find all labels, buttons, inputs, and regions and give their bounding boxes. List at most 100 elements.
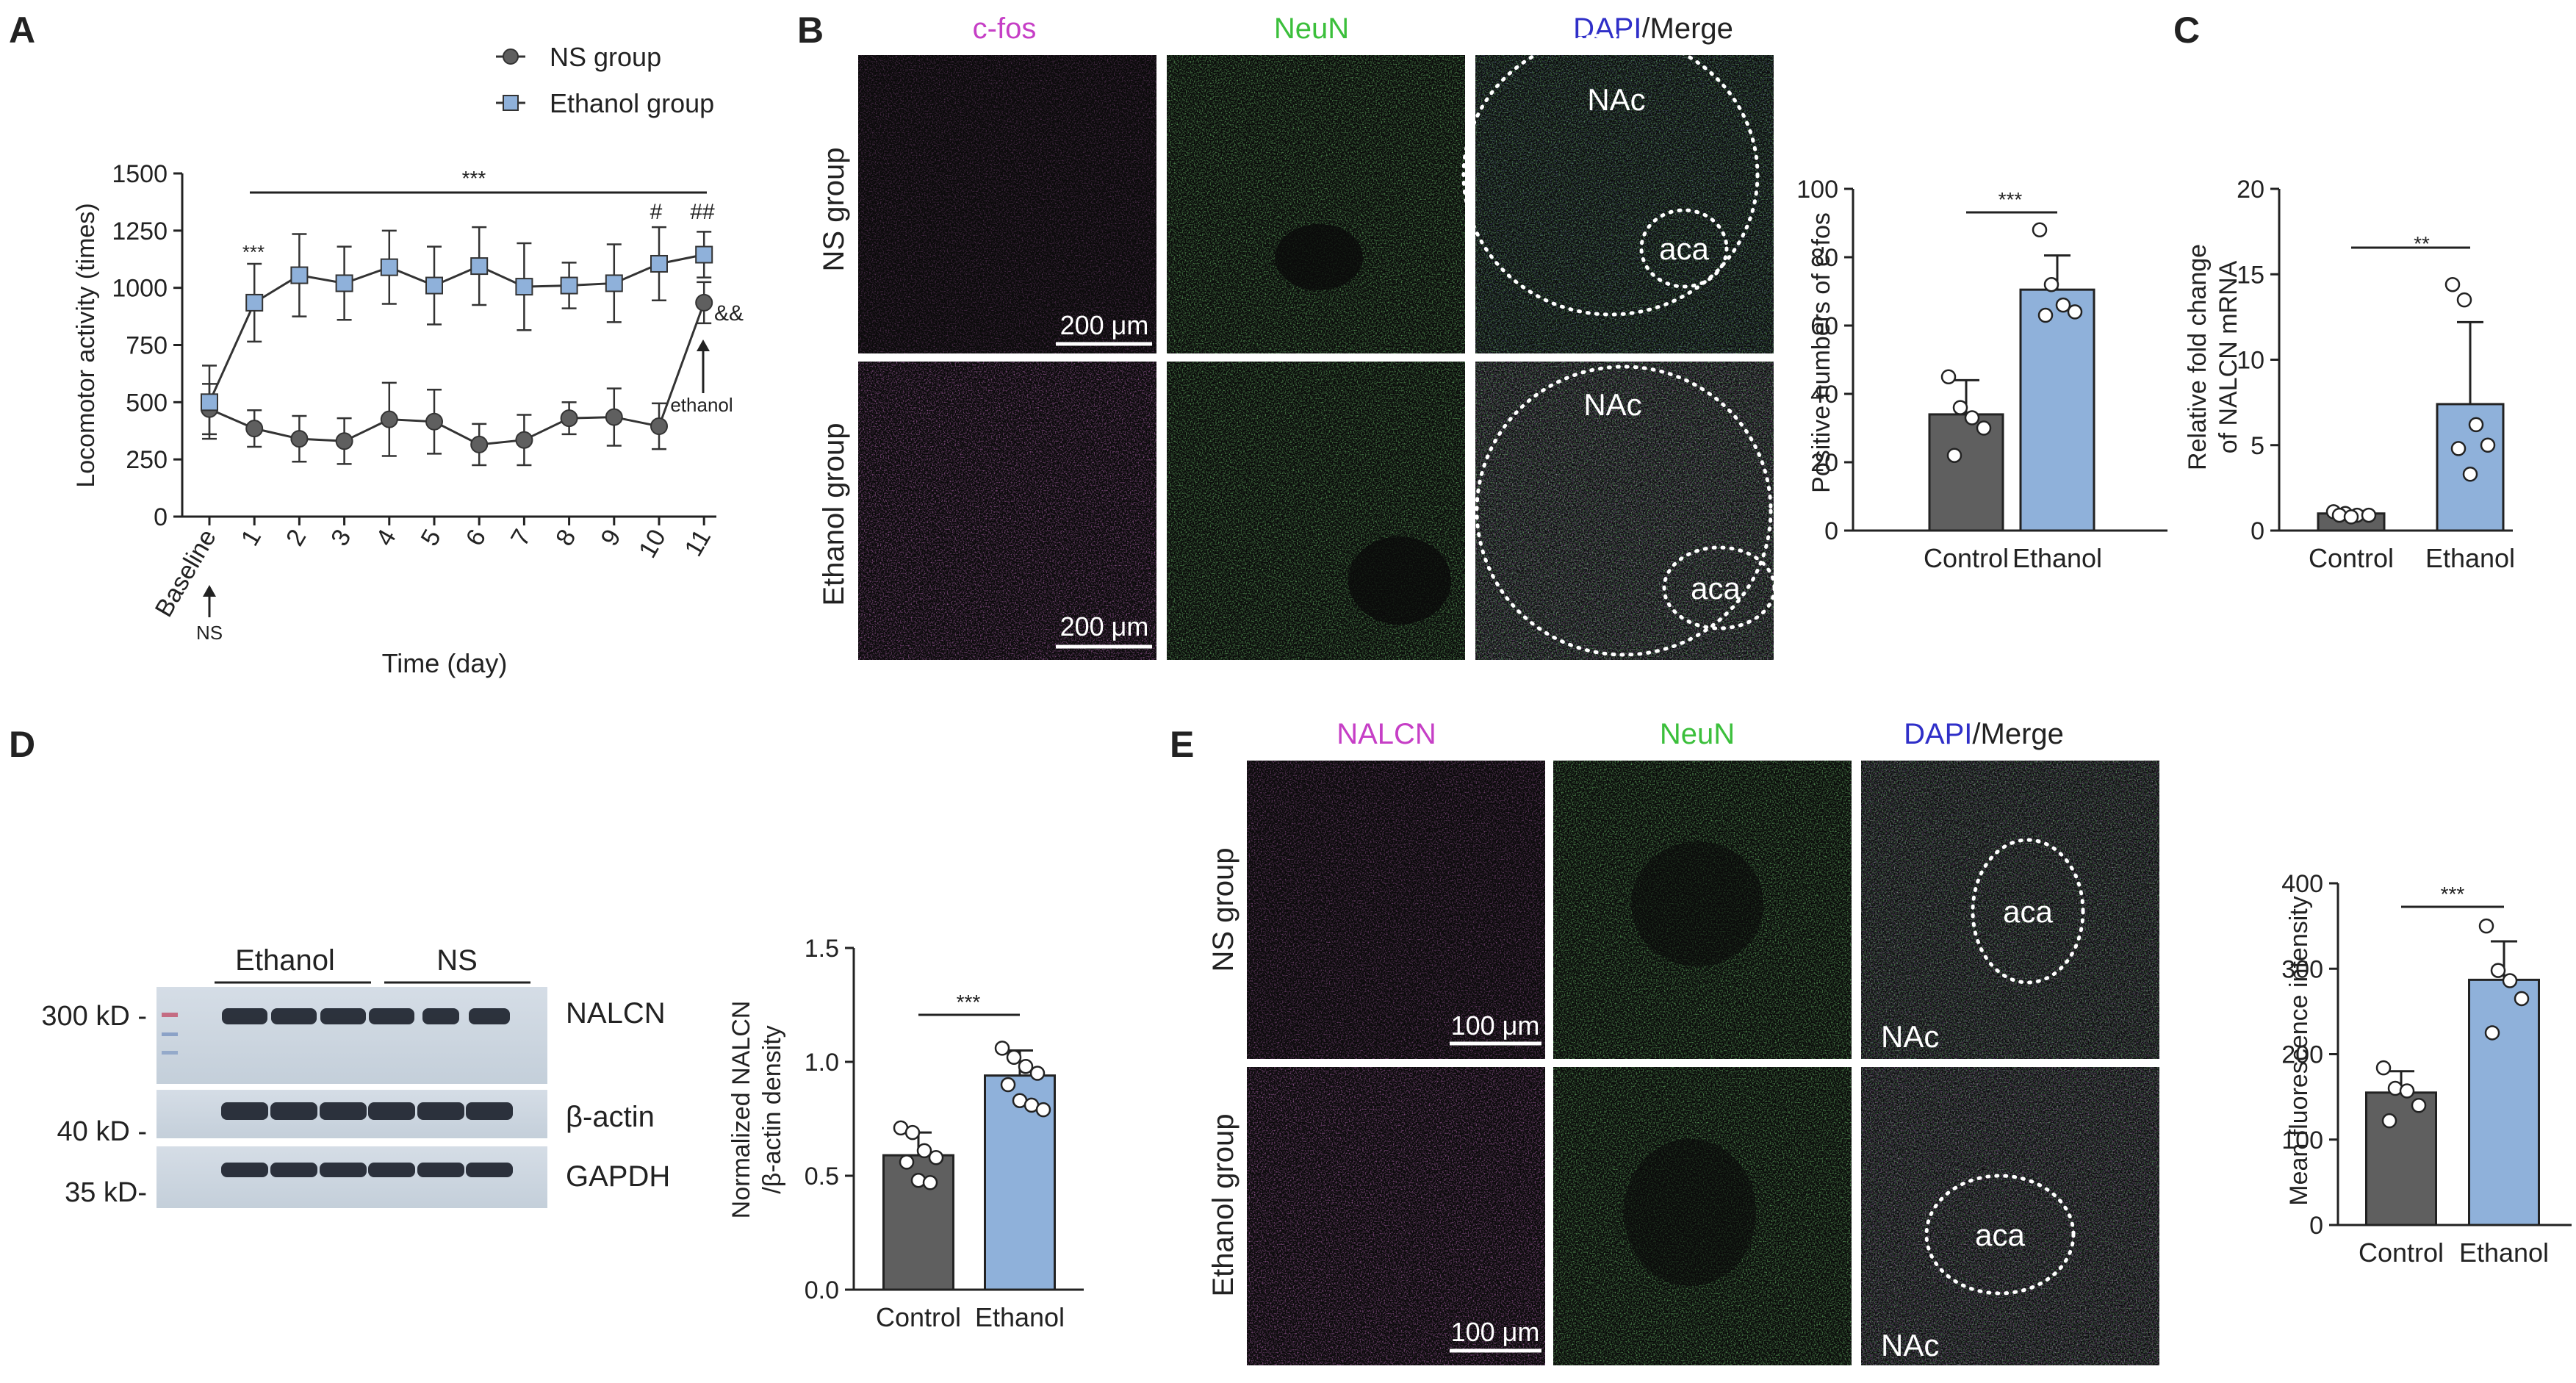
a-point-ethanol	[695, 245, 713, 264]
a-x-tick-label: 2	[281, 525, 312, 550]
arrow-ethanol: ethanol	[670, 340, 733, 416]
b-scale-text-1: 200 μm	[1060, 310, 1149, 340]
b-bar-1	[2019, 288, 2095, 532]
band-actin	[270, 1102, 317, 1120]
a-y-tick-label: 750	[126, 332, 168, 360]
d-group-ns: NS	[436, 944, 478, 977]
b-aca-eth: aca	[1691, 571, 1741, 606]
e-scale-text-1: 100 μm	[1451, 1010, 1540, 1041]
a-y-tick-label: 1000	[112, 275, 168, 303]
a-x-tick-label: 11	[680, 525, 717, 561]
arrow-ns-label: NS	[196, 622, 223, 644]
b-header-dapi: DAPI	[1573, 12, 1641, 45]
e-header-merge-text: /Merge	[1972, 718, 2064, 750]
e-sig: ***	[2441, 883, 2465, 905]
a-point-ns	[605, 408, 623, 426]
b-scale-text-2: 200 μm	[1060, 611, 1149, 642]
a-sig-ns11: &&	[714, 301, 744, 326]
band-nalcn	[469, 1008, 510, 1024]
band-actin	[320, 1102, 367, 1120]
a-point-ns	[245, 420, 264, 438]
b-y-tick-label: 20	[1810, 449, 1838, 477]
a-series-line-1	[208, 254, 705, 403]
c-dot	[2468, 417, 2484, 433]
e-dot	[2375, 1060, 2392, 1076]
b-header-cfos: c-fos	[973, 12, 1037, 45]
a-point-ns	[470, 435, 489, 453]
a-x-tick-label: 5	[416, 525, 447, 550]
band-nalcn	[422, 1008, 459, 1024]
a-point-ethanol	[650, 254, 668, 273]
a-xlabel: Time (day)	[382, 648, 508, 678]
e-dot	[2490, 963, 2506, 978]
d-kd-35: 35 kD-	[65, 1177, 147, 1208]
legend: NS group Ethanol group	[496, 42, 714, 118]
d-band-gapdh: GAPDH	[566, 1160, 670, 1193]
b-chart-ylabel: Positive numbers of c-fos	[1807, 212, 1835, 493]
e-y-tick-label: 0	[2309, 1212, 2323, 1240]
a-point-ethanol	[515, 278, 533, 296]
b-bar-0	[1928, 413, 2004, 532]
d-kd-40: 40 kD -	[57, 1116, 147, 1147]
d-y-tick-label: 0.0	[805, 1276, 839, 1304]
e-y-tick-label: 400	[2281, 870, 2323, 898]
b-dot	[1940, 369, 1957, 384]
band-nalcn	[271, 1008, 317, 1024]
e-y-tick-label: 100	[2281, 1127, 2323, 1154]
d-dot	[994, 1041, 1010, 1056]
d-dot	[1029, 1066, 1046, 1081]
a-point-ns	[650, 417, 668, 436]
b-aca-ns: aca	[1659, 231, 1709, 266]
d-sig: ***	[957, 991, 981, 1013]
d-y-tick-label: 1.0	[805, 1049, 839, 1077]
c-dot	[2343, 509, 2359, 525]
e-header-merge: DAPI/Merge	[1904, 718, 2064, 750]
b-y-tick-label: 60	[1810, 312, 1838, 340]
b-dot	[2037, 307, 2054, 323]
a-x-tick-label: 9	[595, 525, 626, 550]
panel-b-bar-chart: Positive numbers of c-fos *** 0 20 40 60 80 1…	[1796, 176, 2167, 573]
d-dot	[904, 1124, 921, 1140]
panel-e-micrographs: NALCN NeuN DAPI/Merge NS group Ethanol g…	[1207, 718, 2159, 1365]
a-sig-day1: ***	[242, 241, 265, 263]
e-dot	[2502, 973, 2518, 988]
d-ylabel-1: Normalized NALCN	[727, 1001, 755, 1219]
b-dot	[2032, 222, 2048, 238]
a-point-ethanol	[201, 393, 218, 412]
b-dot	[2067, 304, 2083, 320]
e-header-neun: NeuN	[1660, 718, 1735, 750]
legend-ethanol: Ethanol group	[550, 88, 714, 118]
a-x-tick-label: 1	[236, 525, 267, 550]
d-dot	[1035, 1102, 1051, 1118]
d-dot	[899, 1154, 915, 1170]
band-gapdh	[466, 1163, 513, 1177]
b-x-label: Control	[1924, 543, 2009, 573]
band-gapdh	[368, 1163, 415, 1177]
b-header-neun: NeuN	[1274, 12, 1349, 45]
c-dot	[2361, 507, 2377, 523]
b-y-tick-label: 100	[1796, 176, 1838, 204]
a-point-ns	[515, 431, 533, 449]
d-kd-300: 300 kD -	[41, 1001, 147, 1032]
b-dot	[1952, 400, 1968, 415]
a-point-ns	[425, 412, 443, 431]
d-dot	[1018, 1058, 1034, 1074]
legend-ns: NS group	[550, 42, 661, 72]
panel-letter-d: D	[9, 724, 35, 765]
band-actin	[466, 1102, 513, 1120]
a-point-ethanol	[605, 274, 623, 292]
c-sig: **	[2414, 232, 2430, 255]
panel-letter-a: A	[9, 10, 35, 51]
e-aca-ns: aca	[2003, 894, 2053, 929]
e-nac-ns: NAc	[1881, 1019, 1939, 1054]
panel-a-line-chart: NS group Ethanol group Locomotor activit…	[72, 42, 744, 678]
b-header-merge: DAPI/Merge	[1573, 12, 1733, 45]
e-scale-text-2: 100 μm	[1451, 1317, 1540, 1347]
a-point-ethanol	[380, 258, 398, 276]
d-dot	[1000, 1077, 1016, 1093]
a-x-tick-label: 10	[633, 525, 672, 563]
c-y-tick-label: 0	[2251, 517, 2264, 545]
e-y-tick-label: 200	[2281, 1041, 2323, 1069]
a-point-ethanol	[470, 257, 489, 276]
